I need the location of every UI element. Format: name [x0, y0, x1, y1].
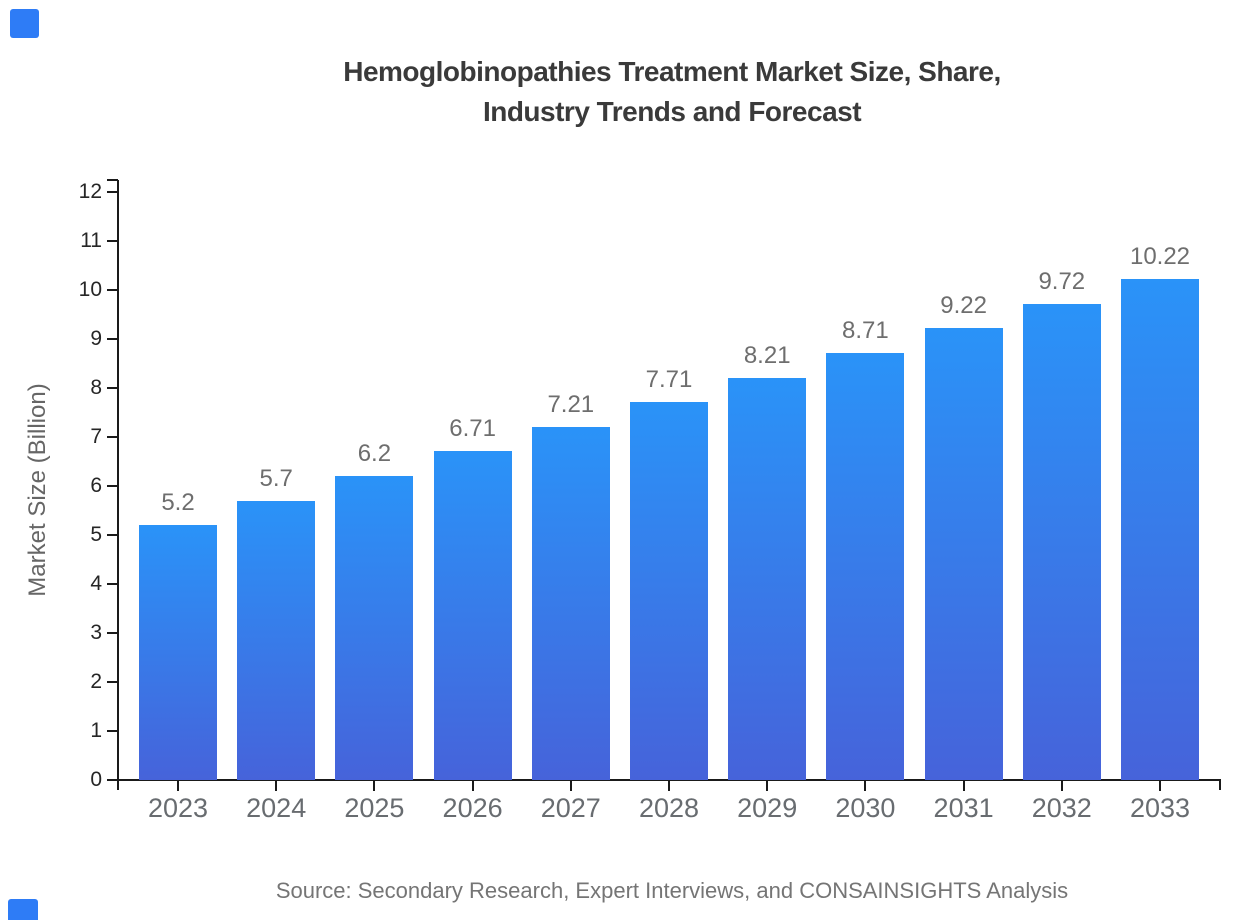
y-tick	[107, 583, 118, 585]
x-tick	[1060, 781, 1063, 791]
bar-value-label: 8.71	[842, 317, 889, 344]
bar-2029	[728, 378, 807, 780]
bar-value-label: 6.71	[449, 415, 496, 442]
x-tick-label: 2027	[540, 793, 601, 823]
bar-value-label: 7.71	[645, 366, 693, 393]
y-tick-label: 7	[90, 425, 102, 448]
x-tick	[766, 781, 769, 791]
x-tick	[569, 781, 572, 791]
bar-2028	[630, 402, 708, 780]
y-tick-label: 5	[90, 523, 102, 546]
y-tick	[107, 191, 118, 193]
y-tick	[107, 730, 118, 732]
bar-2032	[1022, 304, 1101, 780]
x-tick-label: 2024	[246, 793, 307, 823]
y-tick	[107, 289, 118, 291]
bar-value-label: 5.7	[259, 465, 293, 492]
bar-value-label: 10.22	[1129, 243, 1191, 270]
chart-title: Hemoglobinopathies Treatment Market Size…	[84, 52, 1260, 132]
y-axis-line	[117, 180, 119, 790]
y-axis-top-cap-tick	[107, 179, 118, 181]
bar-2033	[1121, 279, 1199, 780]
x-axis-end-tick	[1219, 781, 1221, 790]
x-axis-line	[108, 779, 1221, 781]
y-tick-label: 8	[90, 376, 102, 399]
x-tick-label: 2029	[737, 793, 798, 823]
y-tick	[107, 534, 118, 536]
x-tick	[177, 781, 179, 791]
x-tick-label: 2025	[344, 793, 405, 823]
bar-value-label: 8.21	[743, 342, 791, 369]
y-tick	[107, 338, 118, 340]
x-tick	[1159, 781, 1161, 791]
bar-2023	[139, 525, 217, 780]
bar-value-label: 6.2	[357, 440, 392, 467]
bar-2025	[335, 476, 414, 780]
brand-accent-bottom-left	[8, 899, 38, 920]
y-tick	[107, 632, 118, 634]
y-tick-label: 6	[90, 474, 102, 497]
y-tick	[107, 485, 118, 487]
x-tick	[668, 781, 670, 791]
y-tick-label: 4	[90, 572, 102, 595]
x-tick	[275, 781, 278, 791]
source-note: Source: Secondary Research, Expert Inter…	[275, 878, 1069, 903]
bar-2030	[826, 353, 905, 780]
y-tick-label: 0	[90, 768, 102, 791]
y-tick	[107, 436, 118, 438]
bar-2024	[237, 501, 316, 780]
y-tick	[107, 240, 118, 242]
bar-2027	[531, 427, 610, 780]
x-tick-label: 2031	[933, 793, 994, 823]
y-tick	[107, 681, 118, 683]
y-tick-label: 3	[90, 621, 102, 644]
y-tick-label: 9	[90, 327, 102, 350]
x-tick	[962, 781, 965, 791]
bar-value-label: 5.2	[161, 489, 195, 516]
x-tick-label: 2028	[638, 793, 700, 823]
x-tick	[471, 781, 474, 791]
y-tick-label: 2	[90, 670, 102, 693]
chart-title-line1: Hemoglobinopathies Treatment Market Size…	[343, 56, 1001, 87]
x-tick-label: 2026	[442, 793, 503, 823]
x-tick-label: 2023	[147, 793, 209, 823]
x-tick-label: 2030	[835, 793, 896, 823]
bar-value-label: 9.72	[1038, 268, 1086, 295]
y-tick-label: 12	[78, 180, 102, 203]
bar-2031	[924, 328, 1003, 780]
y-tick	[107, 387, 118, 389]
chart-title-line2: Industry Trends and Forecast	[482, 96, 862, 127]
bar-value-label: 7.21	[547, 391, 595, 418]
y-tick-label: 11	[80, 229, 102, 252]
x-tick-label: 2033	[1129, 793, 1191, 823]
bar-2026	[433, 451, 512, 780]
bar-value-label: 9.22	[940, 292, 987, 319]
y-tick-label: 1	[90, 719, 102, 742]
x-tick	[864, 781, 867, 791]
x-tick-label: 2032	[1031, 793, 1092, 823]
brand-accent-top-left	[10, 9, 39, 38]
y-tick	[107, 779, 118, 781]
x-tick	[373, 781, 376, 791]
y-tick-label: 10	[78, 278, 102, 301]
